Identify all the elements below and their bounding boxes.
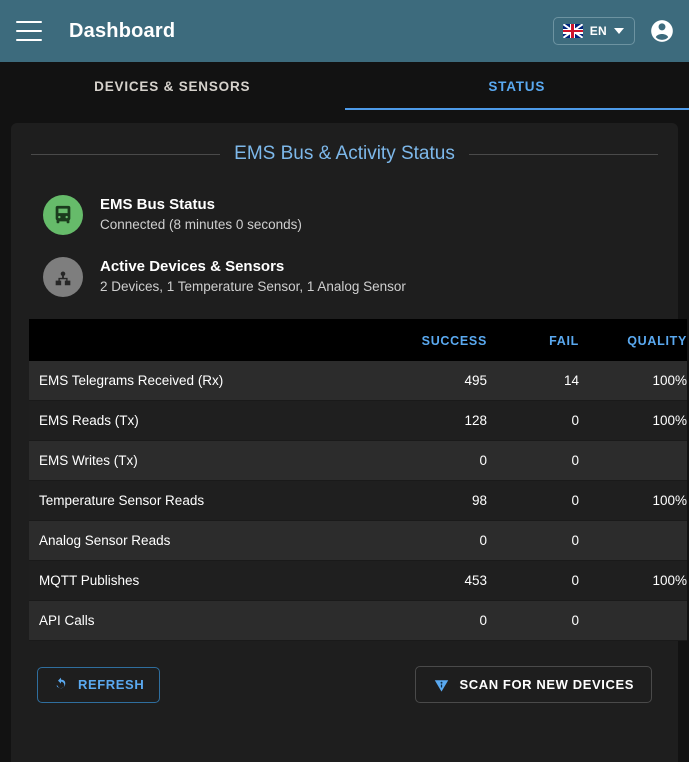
page-title: Dashboard [69, 19, 176, 42]
status-list: EMS Bus Status Connected (8 minutes 0 se… [29, 195, 660, 297]
row-quality [579, 440, 687, 481]
bus-icon [43, 195, 83, 235]
language-label: EN [589, 24, 607, 38]
row-label: EMS Telegrams Received (Rx) [29, 361, 359, 401]
divider-right [468, 153, 659, 155]
tab-label: DEVICES & SENSORS [94, 78, 251, 94]
column-header-fail: FAIL [487, 319, 579, 361]
row-label: EMS Reads (Tx) [29, 400, 359, 441]
device-scan-icon [433, 676, 450, 693]
account-circle-icon[interactable] [649, 18, 675, 44]
row-fail: 0 [487, 600, 579, 641]
card-title: EMS Bus & Activity Status [234, 143, 455, 164]
table-row: Temperature Sensor Reads 98 0 100% [29, 480, 687, 521]
table-header-row: SUCCESS FAIL QUALITY [29, 319, 687, 361]
tab-devices-and-sensors[interactable]: DEVICES & SENSORS [0, 62, 345, 110]
table-row: MQTT Publishes 453 0 100% [29, 560, 687, 601]
device-hub-icon [43, 257, 83, 297]
status-item-text: Active Devices & Sensors 2 Devices, 1 Te… [100, 258, 406, 296]
hamburger-line [16, 30, 42, 32]
status-item-ems-bus: EMS Bus Status Connected (8 minutes 0 se… [43, 195, 660, 235]
status-item-text: EMS Bus Status Connected (8 minutes 0 se… [100, 196, 302, 234]
row-quality: 100% [579, 480, 687, 521]
table-row: EMS Writes (Tx) 0 0 [29, 440, 687, 481]
table-row: API Calls 0 0 [29, 600, 687, 641]
row-success: 98 [359, 480, 487, 521]
row-fail: 0 [487, 480, 579, 521]
row-success: 0 [359, 520, 487, 561]
hamburger-line [16, 21, 42, 23]
table-header: SUCCESS FAIL QUALITY [29, 319, 687, 361]
status-item-primary: Active Devices & Sensors [100, 258, 285, 275]
row-label: EMS Writes (Tx) [29, 440, 359, 481]
status-item-secondary: 2 Devices, 1 Temperature Sensor, 1 Analo… [100, 279, 406, 294]
refresh-icon [53, 677, 69, 693]
status-card: EMS Bus & Activity Status EMS Bus Status… [11, 123, 687, 762]
column-header-name [29, 319, 359, 361]
status-item-active-devices: Active Devices & Sensors 2 Devices, 1 Te… [43, 257, 660, 297]
chevron-down-icon [614, 28, 624, 34]
app-bar-actions: EN [552, 17, 675, 45]
row-fail: 0 [487, 560, 579, 601]
table-row: EMS Telegrams Received (Rx) 495 14 100% [29, 361, 687, 401]
scan-button-label: SCAN FOR NEW DEVICES [459, 677, 634, 692]
row-quality [579, 600, 687, 641]
row-success: 495 [359, 361, 487, 401]
refresh-button[interactable]: REFRESH [37, 666, 161, 703]
tab-status[interactable]: STATUS [344, 62, 689, 110]
hamburger-line [16, 39, 42, 41]
table-body: EMS Telegrams Received (Rx) 495 14 100% … [29, 361, 687, 641]
row-label: Temperature Sensor Reads [29, 480, 359, 521]
refresh-button-label: REFRESH [78, 677, 145, 692]
tab-bar: DEVICES & SENSORS STATUS [0, 62, 689, 110]
card-title-row: EMS Bus & Activity Status [29, 143, 660, 165]
column-header-quality: QUALITY [579, 319, 687, 361]
row-fail: 0 [487, 440, 579, 481]
table-row: EMS Reads (Tx) 128 0 100% [29, 400, 687, 441]
status-item-secondary: Connected (8 minutes 0 seconds) [100, 217, 302, 232]
uk-flag-icon [562, 24, 583, 38]
row-label: API Calls [29, 600, 359, 641]
row-success: 453 [359, 560, 487, 601]
language-selector[interactable]: EN [552, 17, 635, 45]
row-quality [579, 520, 687, 561]
hamburger-menu-icon[interactable] [16, 21, 42, 41]
tab-label: STATUS [488, 78, 546, 94]
row-fail: 0 [487, 520, 579, 561]
row-success: 128 [359, 400, 487, 441]
row-label: MQTT Publishes [29, 560, 359, 601]
row-success: 0 [359, 600, 487, 641]
divider-left [31, 153, 221, 155]
table-row: Analog Sensor Reads 0 0 [29, 520, 687, 561]
row-quality: 100% [579, 400, 687, 441]
activity-stats-table: SUCCESS FAIL QUALITY EMS Telegrams Recei… [29, 319, 687, 641]
row-quality: 100% [579, 361, 687, 401]
app-bar: Dashboard EN [0, 0, 689, 62]
row-success: 0 [359, 440, 487, 481]
scan-for-new-devices-button[interactable]: SCAN FOR NEW DEVICES [415, 666, 652, 703]
card-actions: REFRESH SCAN FOR NEW DEVICES [29, 666, 660, 703]
column-header-success: SUCCESS [359, 319, 487, 361]
row-fail: 14 [487, 361, 579, 401]
row-fail: 0 [487, 400, 579, 441]
status-item-primary: EMS Bus Status [100, 196, 216, 213]
row-label: Analog Sensor Reads [29, 520, 359, 561]
row-quality: 100% [579, 560, 687, 601]
